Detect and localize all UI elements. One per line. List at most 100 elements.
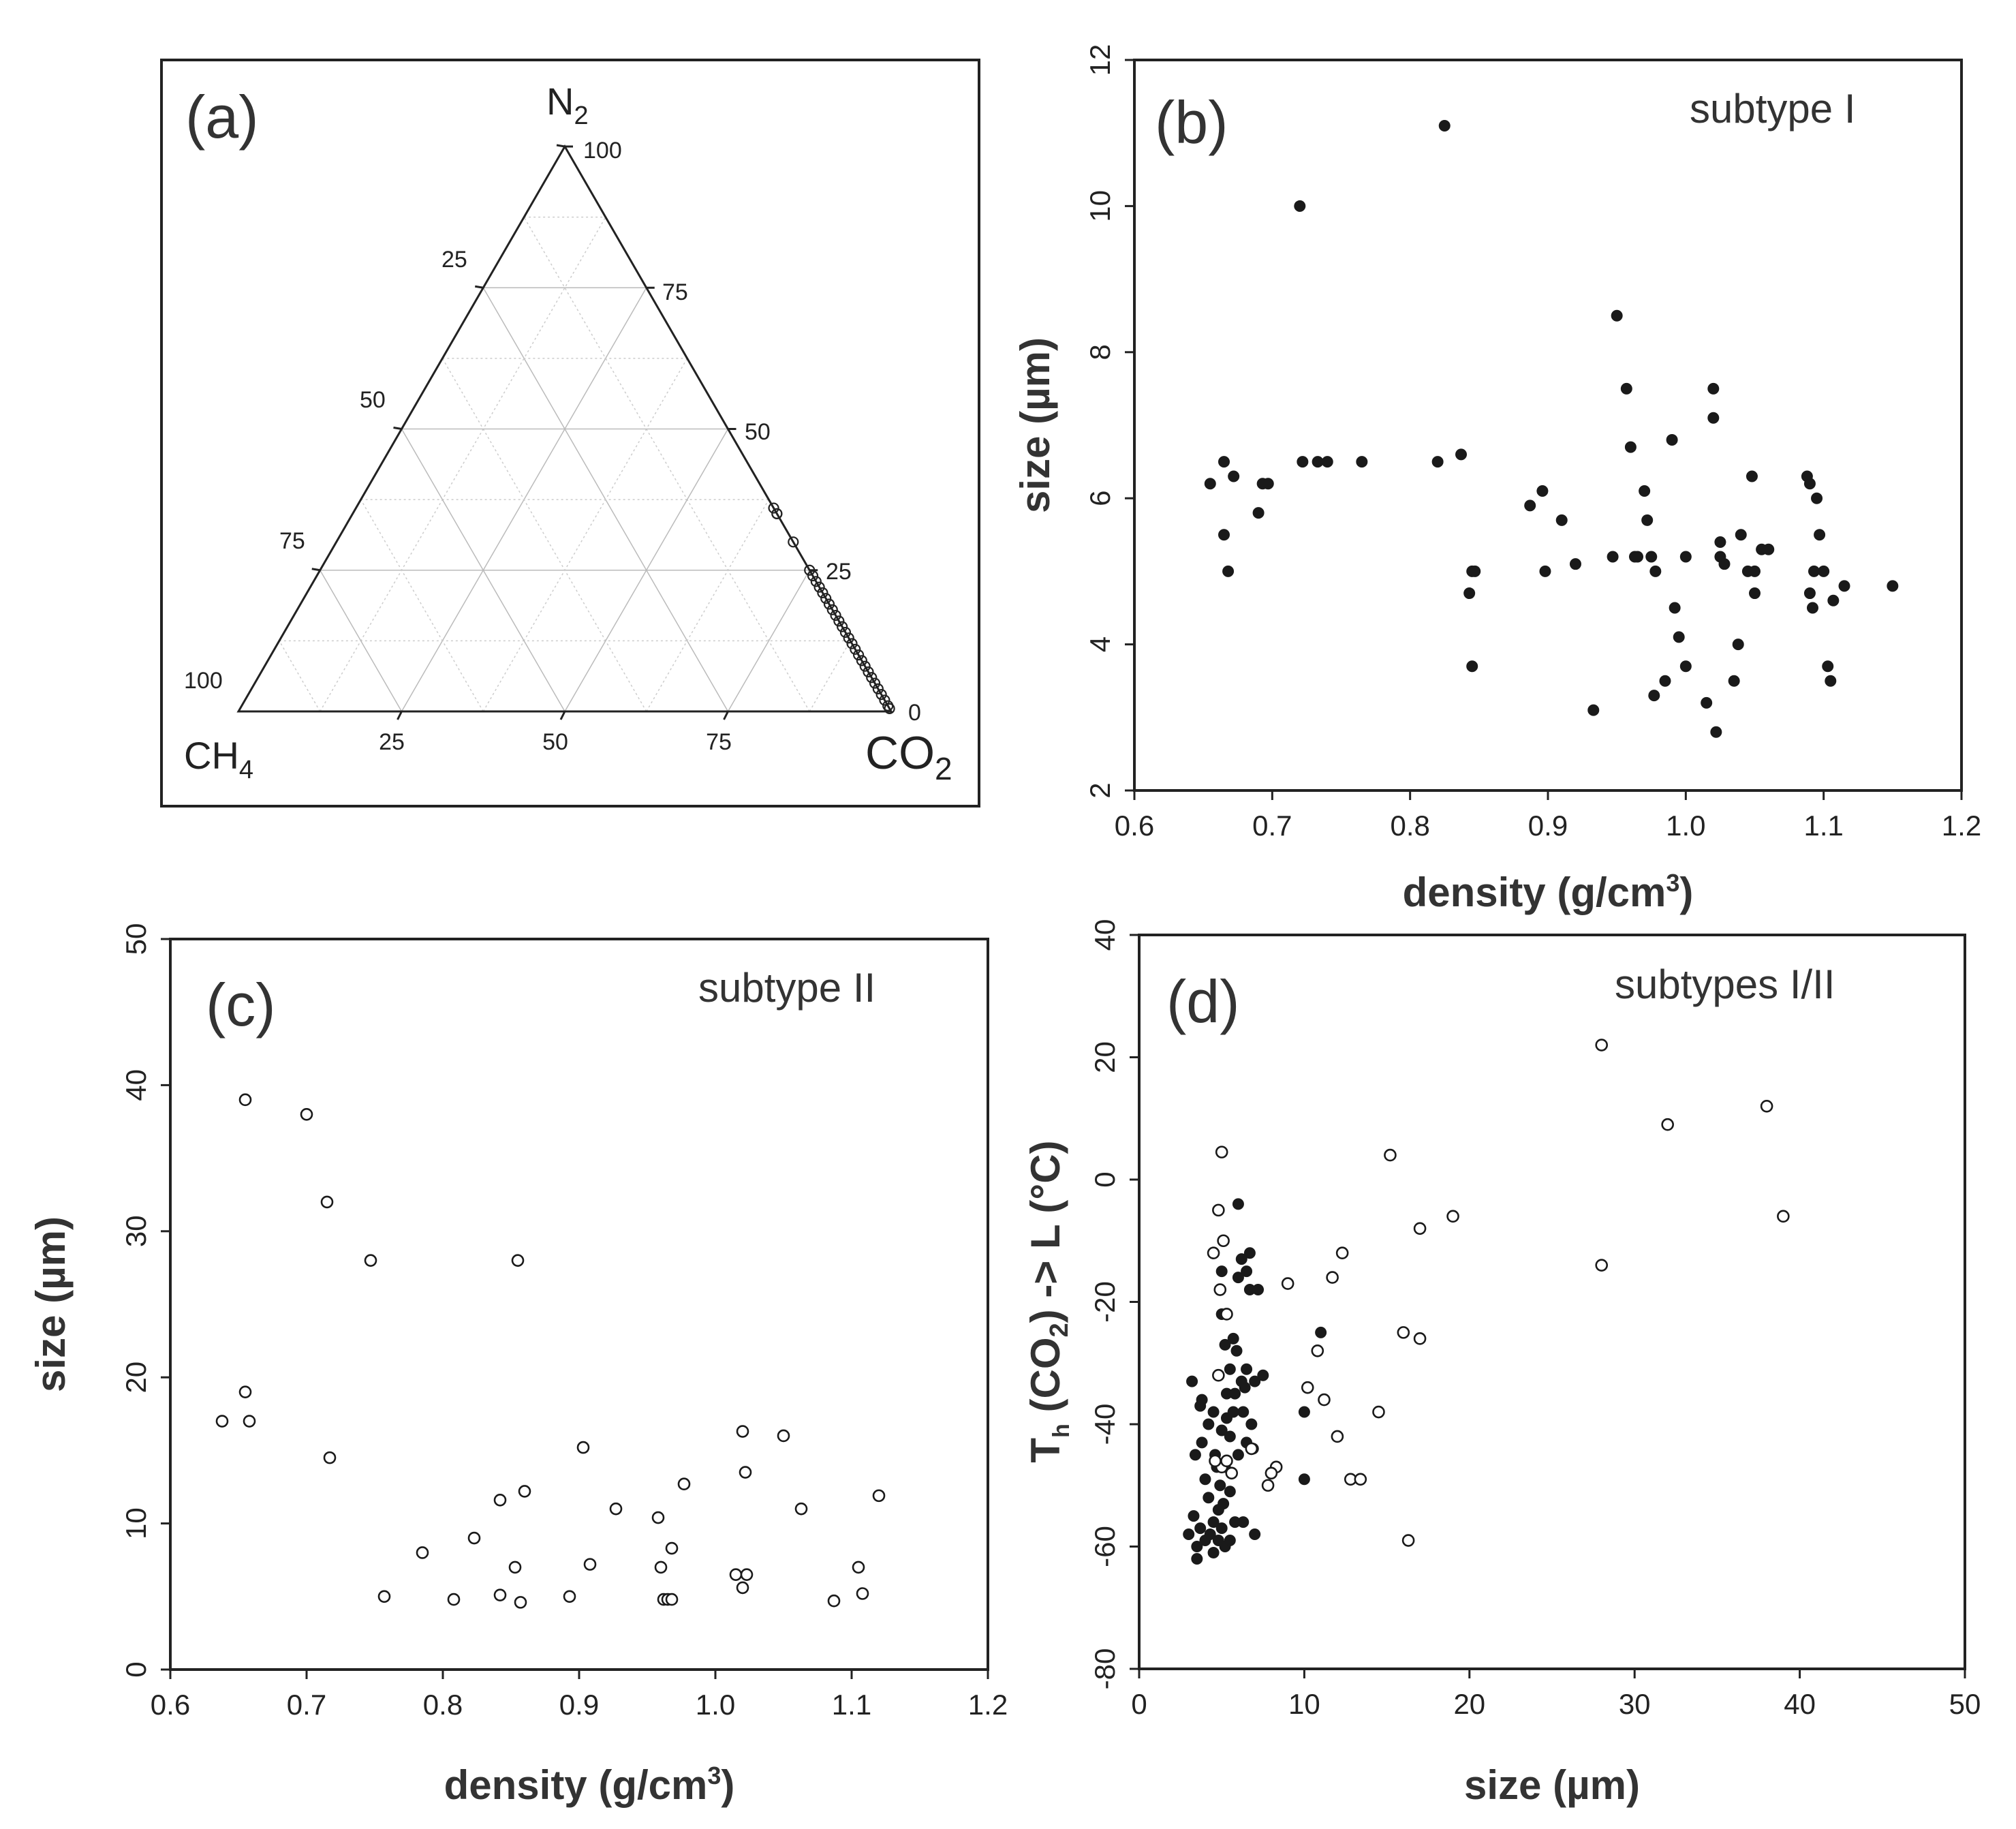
ternary-gridline bbox=[401, 429, 565, 712]
tern-right-tick-0: 0 bbox=[908, 700, 921, 726]
x-tick-label: 0.9 bbox=[559, 1689, 599, 1721]
data-point bbox=[300, 1107, 313, 1121]
data-point bbox=[1649, 565, 1662, 577]
data-point bbox=[1661, 1118, 1674, 1131]
data-point bbox=[852, 1561, 865, 1574]
x-tick-label: 0.7 bbox=[287, 1689, 326, 1721]
x-tick-label: 0.7 bbox=[1252, 810, 1292, 842]
ternary-ticks bbox=[311, 144, 818, 720]
panel-c-frame bbox=[169, 938, 989, 1671]
data-point bbox=[1555, 514, 1568, 526]
data-point bbox=[1595, 1039, 1609, 1051]
ternary-point bbox=[843, 632, 854, 644]
ternary-tick bbox=[311, 568, 320, 572]
y-tick-label: -80 bbox=[1089, 1648, 1121, 1690]
data-point bbox=[1241, 1363, 1253, 1375]
data-point bbox=[1803, 478, 1816, 490]
ternary-gridline bbox=[441, 358, 647, 712]
data-point bbox=[1397, 1326, 1410, 1339]
tern-right-tick-50: 50 bbox=[745, 419, 771, 445]
data-point bbox=[1707, 412, 1720, 424]
data-point bbox=[1298, 1473, 1310, 1486]
data-point bbox=[1413, 1332, 1427, 1345]
panel-b-xlabel: density (g/cm3) bbox=[1403, 869, 1694, 915]
data-point bbox=[1659, 675, 1671, 687]
data-point bbox=[1679, 660, 1692, 673]
ternary-point bbox=[839, 626, 852, 639]
data-point bbox=[1245, 1442, 1258, 1456]
data-point bbox=[1228, 470, 1240, 482]
data-point bbox=[508, 1561, 522, 1574]
data-point bbox=[677, 1477, 691, 1491]
ternary-tick bbox=[393, 427, 402, 430]
data-point bbox=[1245, 1418, 1258, 1430]
data-point bbox=[1749, 587, 1761, 600]
data-point bbox=[1207, 1546, 1220, 1558]
data-point bbox=[1645, 551, 1658, 563]
data-point bbox=[1217, 1234, 1230, 1248]
data-point bbox=[1207, 1406, 1220, 1418]
data-point bbox=[1227, 1332, 1239, 1344]
ternary-tick bbox=[723, 711, 729, 720]
data-point bbox=[1220, 1412, 1232, 1424]
y-tick-label: -60 bbox=[1089, 1526, 1121, 1567]
tern-bottom-tick-25: 25 bbox=[379, 729, 405, 755]
data-point bbox=[1707, 382, 1720, 395]
ternary-tick bbox=[556, 144, 565, 148]
vertex-label-ch4: CH4 bbox=[184, 734, 253, 784]
data-point bbox=[1237, 1406, 1250, 1418]
data-point bbox=[320, 1195, 334, 1209]
tern-right-tick-75: 75 bbox=[662, 279, 688, 305]
data-point bbox=[1354, 1473, 1367, 1486]
panel-d-points bbox=[1183, 1039, 1790, 1565]
tern-right-tick-100: 100 bbox=[583, 138, 622, 164]
panel-c-title: subtype II bbox=[698, 965, 875, 1011]
panel-b-points bbox=[1204, 119, 1899, 738]
data-point bbox=[1326, 1271, 1339, 1284]
panel-b-ylabel: size (µm) bbox=[1012, 337, 1058, 513]
data-point bbox=[1232, 1272, 1244, 1284]
data-point bbox=[1811, 492, 1823, 504]
data-point bbox=[493, 1493, 507, 1507]
ternary-point bbox=[859, 660, 871, 672]
panel-c-xlabel: density (g/cm3) bbox=[444, 1762, 735, 1808]
data-point bbox=[1463, 587, 1476, 600]
data-point bbox=[1220, 1308, 1233, 1321]
data-point bbox=[514, 1596, 527, 1609]
y-tick-label: 6 bbox=[1084, 491, 1116, 506]
data-point bbox=[1298, 1406, 1310, 1418]
data-point bbox=[1207, 1516, 1220, 1528]
y-tick-label: 40 bbox=[1089, 919, 1121, 951]
data-point bbox=[1203, 1418, 1215, 1430]
ternary-point bbox=[826, 604, 838, 615]
ternary-point bbox=[768, 502, 779, 514]
data-point bbox=[1335, 1246, 1349, 1259]
data-point bbox=[1218, 1498, 1230, 1510]
data-point bbox=[1294, 200, 1306, 212]
data-point bbox=[1607, 551, 1619, 563]
ternary-point bbox=[807, 570, 819, 582]
panel-d-ticks: 0 10 20 30 40 50 -80 -60 -40 -20 0 20 40 bbox=[1089, 919, 1981, 1720]
data-point bbox=[1318, 1393, 1331, 1407]
panel-c-ticks: 0.6 0.7 0.8 0.9 1.0 1.1 1.2 0 10 20 30 40 50 bbox=[120, 923, 1008, 1721]
data-point bbox=[1232, 1449, 1244, 1461]
data-point bbox=[1710, 726, 1722, 738]
tern-bottom-tick-50: 50 bbox=[542, 729, 568, 755]
ternary-point bbox=[866, 672, 878, 683]
ternary-point bbox=[856, 655, 867, 666]
data-point bbox=[1825, 675, 1837, 687]
ternary-point bbox=[837, 621, 848, 632]
data-point bbox=[511, 1254, 525, 1267]
data-point bbox=[1331, 1430, 1344, 1443]
panel-b-title: subtype I bbox=[1690, 86, 1856, 132]
data-point bbox=[1204, 478, 1216, 490]
x-tick-label: 0.8 bbox=[423, 1689, 463, 1721]
data-point bbox=[1249, 1375, 1261, 1387]
ternary-point bbox=[830, 609, 841, 621]
panel-b-ticks: 0.6 0.7 0.8 0.9 1.0 1.1 1.2 2 4 6 8 10 12 bbox=[1084, 44, 1981, 842]
x-tick-label: 1.2 bbox=[968, 1689, 1008, 1721]
data-point bbox=[777, 1429, 790, 1443]
data-point bbox=[1455, 448, 1468, 461]
data-point bbox=[1469, 565, 1481, 577]
